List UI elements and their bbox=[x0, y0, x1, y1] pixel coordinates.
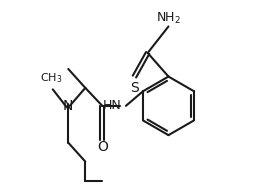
Text: CH$_3$: CH$_3$ bbox=[40, 71, 62, 85]
Text: O: O bbox=[97, 140, 108, 154]
Text: S: S bbox=[130, 81, 139, 95]
Text: N: N bbox=[63, 99, 73, 113]
Text: NH$_2$: NH$_2$ bbox=[156, 11, 181, 26]
Text: HN: HN bbox=[103, 99, 121, 112]
